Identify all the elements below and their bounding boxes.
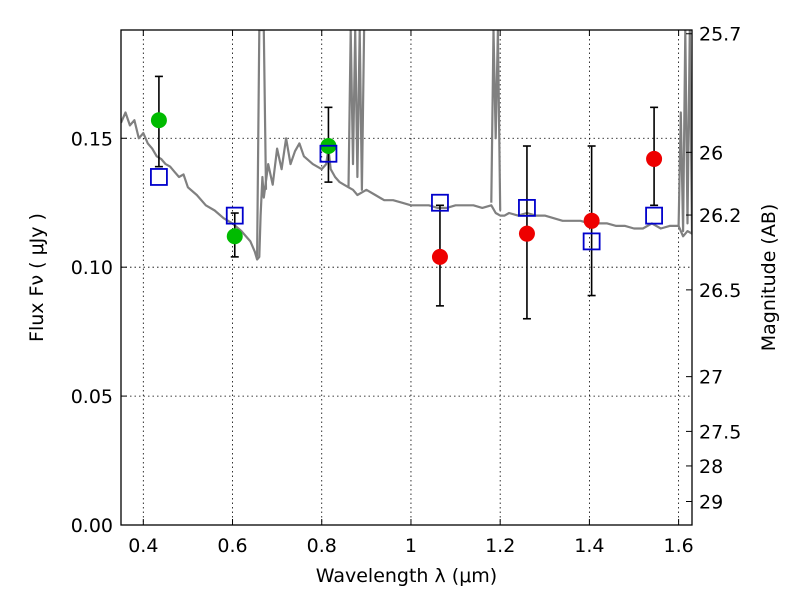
data-point-circle (518, 225, 535, 242)
y2-tick-label: 25.7 (699, 24, 741, 46)
y-tick-label: 0.00 (71, 515, 113, 537)
model-point-square (518, 198, 536, 217)
model-spectrum-line (490, 30, 502, 211)
plot-area (121, 30, 692, 320)
grid-lines (121, 30, 692, 526)
y2-axis-label: Magnitude (AB) (758, 204, 780, 352)
plot-frame (120, 29, 693, 526)
model-point-square (150, 168, 168, 186)
x-tick-label: 1.2 (485, 535, 515, 557)
y-tick-label: 0.05 (71, 386, 113, 408)
x-axis-label: Wavelength λ (μm) (316, 565, 497, 587)
model-point-square (225, 206, 244, 225)
y-tick-label: 0.15 (71, 128, 113, 150)
y2-tick-label: 26.5 (699, 280, 741, 302)
y2-tick-label: 26 (699, 142, 723, 164)
x-tick-label: 1 (405, 535, 417, 557)
x-tick-label: 1.6 (664, 535, 694, 557)
y2-tick-label: 27.5 (699, 421, 741, 443)
model-point-square (319, 144, 338, 163)
x-tick-label: 0.8 (307, 535, 337, 557)
model-point-square (582, 232, 601, 251)
data-point-circle (150, 112, 167, 129)
model-spectrum-line (256, 30, 268, 257)
model-spectrum-line (121, 111, 692, 261)
y2-tick-label: 26.2 (699, 205, 741, 227)
y2-tick-label: 28 (699, 456, 723, 478)
plot-clipped (121, 30, 692, 320)
y-axis-label: Flux Fν ( μJy ) (26, 213, 48, 342)
data-point-circle (646, 150, 663, 167)
axes: 0.4 0.6 0.8 1 1.2 1.4 1.6 0.00 0.05 0.10 0.15 25.7 2… (71, 24, 742, 557)
y-tick-label: 0.10 (71, 257, 113, 279)
x-tick-label: 1.4 (574, 535, 604, 557)
model-point-square (431, 193, 449, 212)
x-tick-label: 0.4 (128, 535, 158, 557)
data-point-circle (431, 248, 448, 265)
data-point-circle (226, 228, 243, 245)
model-spectrum-line (677, 30, 692, 234)
y2-tick-label: 29 (699, 491, 723, 513)
model-point-square (645, 206, 663, 225)
data-point-circle (583, 212, 600, 229)
x-tick-label: 0.6 (217, 535, 247, 557)
model-spectrum-line (347, 30, 366, 191)
y2-tick-label: 27 (699, 367, 723, 389)
